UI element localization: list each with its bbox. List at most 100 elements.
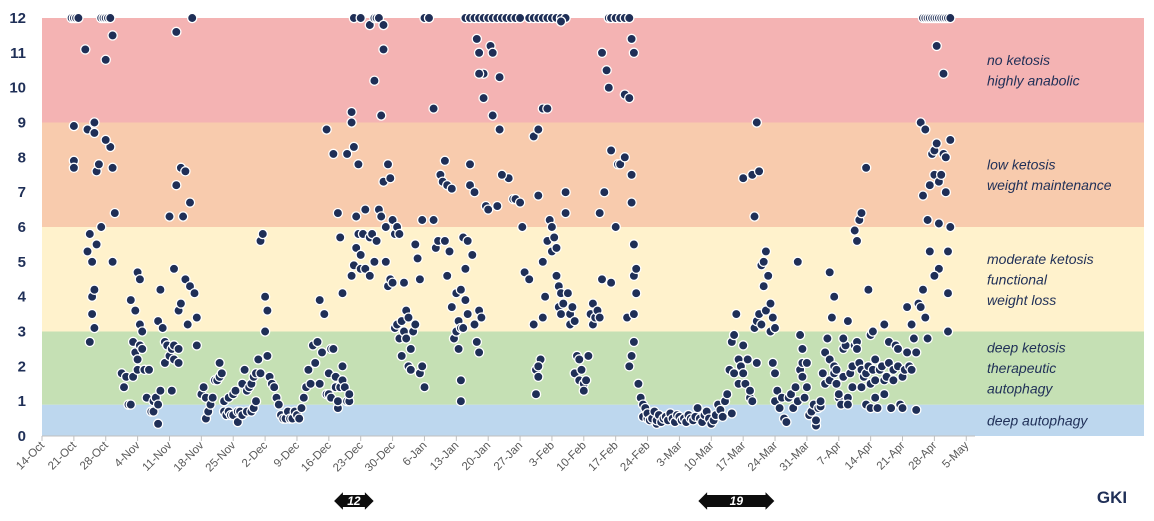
data-point [473, 347, 485, 358]
data-point [309, 357, 321, 369]
data-point [601, 65, 612, 76]
data-point [626, 169, 637, 181]
zone-label: moderate ketosis [987, 251, 1094, 267]
x-tick-label: 7-Apr [816, 440, 844, 468]
data-point [824, 267, 835, 278]
x-tick-label: 24-Feb [618, 440, 652, 474]
data-point [901, 347, 913, 358]
data-point [157, 322, 168, 334]
data-point [728, 329, 740, 341]
data-point [920, 124, 931, 135]
data-point [259, 291, 271, 302]
data-point [412, 253, 423, 264]
data-point [555, 308, 567, 320]
data-point [842, 315, 854, 327]
data-point [400, 333, 412, 344]
data-point [460, 294, 471, 306]
data-point [89, 284, 100, 295]
data-point [100, 54, 111, 66]
data-point [910, 404, 922, 416]
data-point [533, 371, 544, 383]
data-point [109, 207, 121, 219]
data-point [95, 221, 107, 233]
x-tick-label: 21-Oct [46, 439, 79, 472]
x-tick-label: 11-Nov [141, 439, 175, 473]
data-point [473, 68, 485, 79]
x-tick-label: 13-Jan [428, 440, 461, 473]
data-point [350, 211, 362, 222]
data-point [917, 190, 929, 201]
data-point [756, 319, 767, 330]
x-tick-label: 10-Mar [682, 440, 716, 474]
data-point [869, 354, 881, 365]
data-point [933, 218, 945, 229]
data-point [416, 214, 428, 226]
data-point [136, 326, 148, 337]
data-point [901, 301, 913, 313]
data-point [355, 12, 366, 24]
zone-band [42, 18, 1144, 123]
y-tick-label: 3 [18, 324, 26, 341]
data-point [171, 179, 182, 191]
x-tick-label: 3-Feb [527, 440, 557, 470]
data-point [337, 287, 348, 299]
data-point [797, 371, 808, 383]
fast-arrow [332, 489, 376, 513]
data-point [931, 40, 942, 52]
data-point [321, 124, 332, 135]
data-point [815, 395, 826, 407]
data-point [533, 124, 544, 135]
x-tick-label: 2-Dec [240, 439, 270, 469]
data-point [842, 399, 854, 410]
data-point [191, 312, 203, 323]
data-point [762, 270, 774, 282]
data-point [856, 381, 867, 393]
data-point [446, 183, 458, 194]
data-point [259, 326, 271, 337]
zone-band [42, 331, 1144, 405]
data-point [455, 375, 467, 386]
data-point [879, 388, 890, 400]
data-point [328, 343, 339, 355]
x-tick-label: 14-Apr [843, 440, 876, 473]
data-point [446, 301, 458, 313]
data-point [298, 392, 310, 403]
data-point [86, 256, 98, 268]
data-point [198, 381, 209, 393]
data-point [610, 221, 621, 233]
zone-label: therapeutic [987, 360, 1056, 376]
data-point [380, 256, 392, 268]
data-point [494, 71, 505, 83]
y-tick-label: 6 [18, 219, 26, 236]
data-point [717, 411, 728, 423]
data-point [255, 368, 266, 379]
data-point [355, 249, 366, 261]
data-point [341, 148, 353, 160]
zone-label: highly anabolic [987, 73, 1080, 89]
data-point [428, 214, 439, 226]
data-point [885, 402, 897, 414]
data-point [831, 378, 842, 390]
data-point [758, 280, 769, 292]
zone-label: deep autophagy [987, 412, 1088, 428]
data-point [462, 235, 473, 247]
data-point [268, 381, 280, 393]
data-point [416, 361, 428, 372]
data-point [628, 308, 640, 320]
zone-label: weight loss [987, 292, 1056, 308]
data-point [398, 277, 410, 288]
data-point [328, 148, 339, 160]
data-point [574, 354, 585, 365]
data-point [482, 204, 494, 215]
data-point [332, 207, 344, 219]
data-point [68, 162, 80, 174]
data-point [867, 326, 879, 337]
data-point [143, 364, 155, 376]
data-point [344, 388, 355, 400]
data-point [935, 169, 947, 181]
data-point [253, 354, 264, 365]
x-tick-label: 28-Oct [78, 439, 111, 472]
x-tick-label: 21-Apr [875, 440, 908, 473]
data-point [605, 145, 617, 156]
